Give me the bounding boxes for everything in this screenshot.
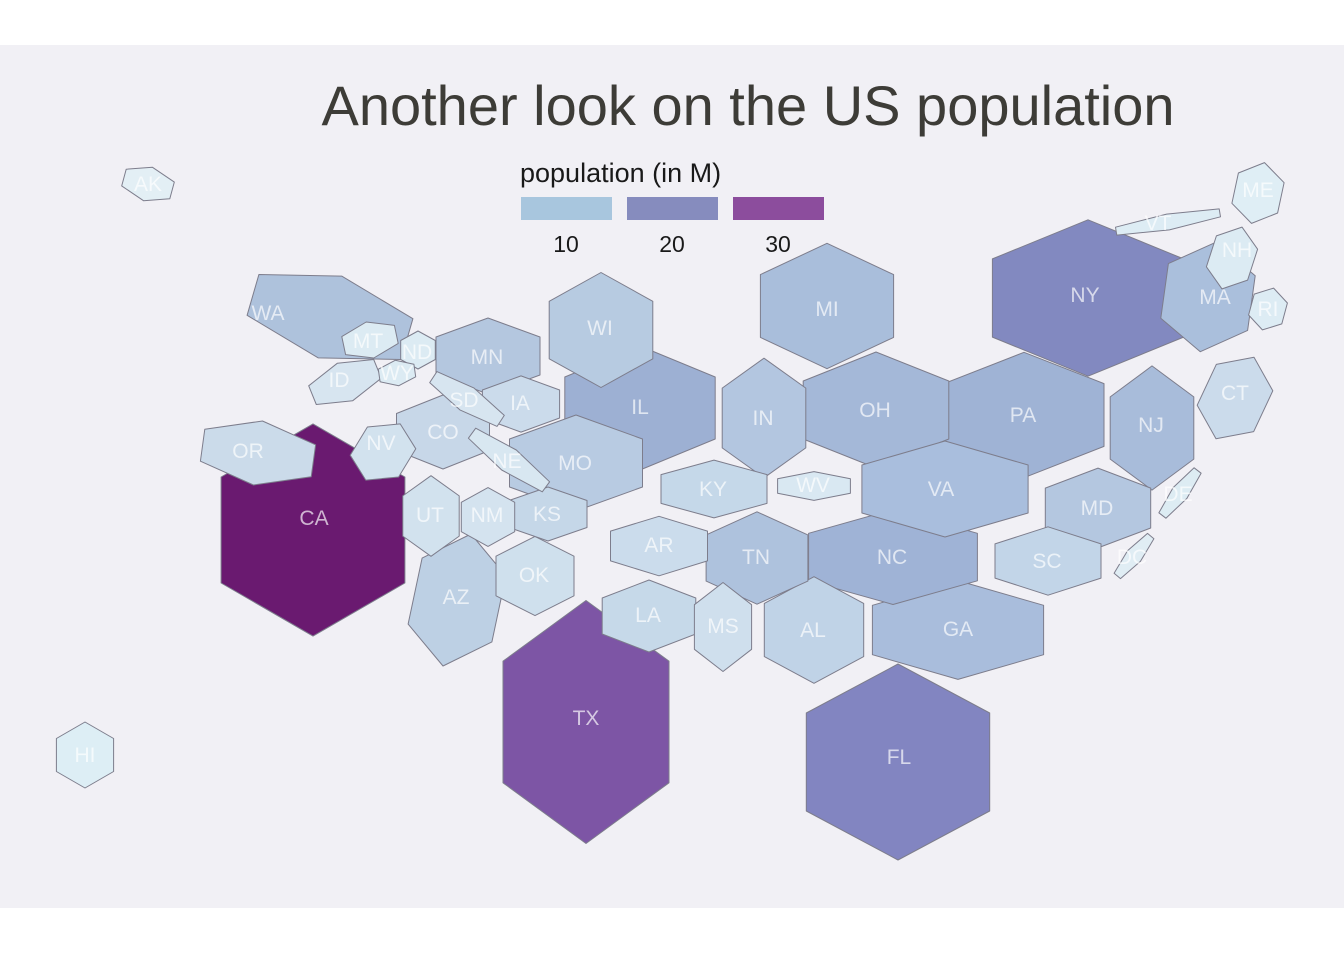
chart-title: Another look on the US population — [321, 74, 1174, 137]
legend-swatch-10 — [521, 197, 612, 220]
state-shape-WY — [377, 359, 417, 387]
states-layer: TX CA FL NY PA IL GA OH MI NC VA WA MO WI AZ AL NJ IN MA TN… — [55, 162, 1288, 861]
state-label-AR: AR — [644, 534, 673, 557]
legend-tick-30: 30 — [765, 231, 791, 257]
state-label-ID: ID — [329, 369, 350, 392]
state-label-OR: OR — [232, 440, 264, 463]
state-label-DE: DE — [1163, 483, 1192, 506]
state-shape-ME — [1231, 162, 1285, 224]
state-label-IL: IL — [631, 396, 649, 419]
state-label-SD: SD — [449, 389, 478, 412]
state-shape-NM — [460, 487, 516, 547]
state-label-DC: DC — [1117, 546, 1147, 569]
state-shape-MS — [693, 582, 753, 672]
state-label-CO: CO — [427, 421, 459, 444]
state-label-KS: KS — [533, 503, 561, 526]
state-shape-TX — [502, 600, 670, 844]
state-shape-WV — [777, 471, 851, 501]
state-shape-SC — [994, 526, 1102, 596]
state-label-NC: NC — [877, 546, 907, 569]
state-label-KY: KY — [699, 478, 727, 501]
state-shape-SD — [429, 371, 505, 427]
state-label-MA: MA — [1199, 286, 1231, 309]
state-shape-CT — [1196, 356, 1274, 440]
state-shape-NJ — [1109, 365, 1195, 491]
state-label-MD: MD — [1081, 497, 1114, 520]
state-label-NM: NM — [471, 504, 504, 527]
state-shape-MT — [341, 321, 399, 359]
state-label-NJ: NJ — [1138, 414, 1164, 437]
state-label-PA: PA — [1010, 404, 1036, 427]
state-shape-AL — [763, 576, 865, 684]
state-shape-NE — [467, 427, 551, 493]
state-shape-WI — [548, 272, 654, 388]
state-label-RI: RI — [1258, 298, 1279, 321]
state-label-VT: VT — [1145, 212, 1172, 235]
state-label-ME: ME — [1242, 179, 1274, 202]
legend: population (in M) 10 20 30 — [520, 158, 824, 257]
state-shape-ID — [308, 359, 382, 405]
state-shape-OR — [199, 420, 317, 486]
state-label-CT: CT — [1221, 382, 1249, 405]
state-label-SC: SC — [1032, 550, 1061, 573]
state-label-MO: MO — [558, 452, 592, 475]
state-label-AL: AL — [800, 619, 826, 642]
state-label-TN: TN — [742, 546, 770, 569]
state-shape-VA — [861, 440, 1029, 538]
state-shape-AR — [610, 515, 708, 577]
state-shape-ND — [400, 330, 436, 370]
state-shape-AK — [121, 166, 175, 202]
legend-tick-10: 10 — [553, 231, 579, 257]
state-label-MS: MS — [707, 615, 739, 638]
state-shape-HI — [55, 721, 115, 789]
state-label-ND: ND — [402, 341, 432, 364]
state-label-UT: UT — [416, 504, 444, 527]
state-label-WA: WA — [251, 302, 284, 325]
state-label-NV: NV — [366, 432, 395, 455]
state-shape-MI — [759, 242, 895, 370]
legend-title: population (in M) — [520, 158, 721, 188]
state-label-HI: HI — [75, 744, 96, 767]
legend-swatch-30 — [733, 197, 824, 220]
state-label-NE: NE — [492, 450, 521, 473]
state-shape-VT — [1115, 208, 1221, 236]
state-label-IN: IN — [753, 407, 774, 430]
state-label-MN: MN — [471, 346, 504, 369]
state-label-OK: OK — [519, 564, 549, 587]
state-label-MT: MT — [353, 330, 383, 353]
state-shape-OK — [495, 535, 575, 617]
state-label-OH: OH — [859, 399, 891, 422]
state-label-FL: FL — [887, 746, 912, 769]
state-label-WY: WY — [380, 362, 414, 385]
state-shape-NH — [1205, 226, 1259, 290]
state-shape-LA — [601, 579, 697, 653]
state-label-AK: AK — [134, 173, 162, 196]
state-label-TX: TX — [573, 707, 600, 730]
state-shape-KY — [660, 459, 768, 519]
state-shape-FL — [805, 663, 991, 861]
legend-swatch-20 — [627, 197, 718, 220]
state-label-VA: VA — [928, 478, 954, 501]
state-label-IA: IA — [510, 392, 530, 415]
legend-tick-20: 20 — [659, 231, 685, 257]
state-shape-DE — [1158, 467, 1202, 519]
state-label-WV: WV — [796, 474, 830, 497]
state-shape-DC — [1113, 532, 1155, 580]
state-label-AZ: AZ — [443, 586, 470, 609]
state-shape-UT — [402, 475, 460, 557]
state-label-NH: NH — [1222, 239, 1252, 262]
state-label-GA: GA — [943, 618, 973, 641]
state-label-MI: MI — [815, 298, 838, 321]
state-label-WI: WI — [587, 317, 613, 340]
state-shape-RI — [1248, 287, 1288, 331]
state-shape-NV — [349, 423, 417, 481]
state-shape-GA — [871, 580, 1045, 680]
state-label-NY: NY — [1070, 284, 1099, 307]
state-label-CA: CA — [299, 507, 328, 530]
state-label-LA: LA — [635, 604, 661, 627]
